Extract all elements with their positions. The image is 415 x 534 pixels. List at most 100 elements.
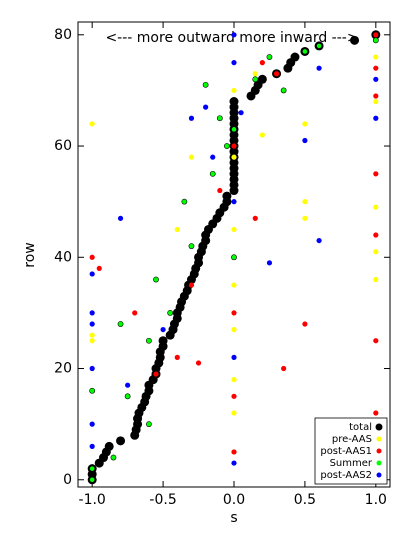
point [89,332,95,338]
point [231,460,237,466]
point [181,198,188,205]
point [231,254,237,261]
point [302,48,308,55]
point [89,321,95,327]
legend-label: post-AAS1 [320,446,372,457]
y-tick-label: 40 [54,249,72,265]
point [373,98,379,105]
point [316,43,322,49]
y-axis-label: row [22,242,38,267]
point [217,187,223,194]
point [117,321,124,327]
point [373,232,379,238]
point [89,465,96,472]
point [89,476,96,483]
point [89,421,95,427]
point [89,254,95,260]
point [302,321,308,327]
point [373,410,379,416]
point [231,143,237,149]
point [252,76,259,83]
point [252,215,258,221]
point [373,54,379,60]
point [203,104,209,110]
point [231,226,237,233]
point [224,143,230,149]
x-axis-label: s [230,510,237,526]
point [195,360,202,366]
point [188,243,195,250]
point [373,32,379,38]
legend-label: Summer [330,458,373,469]
point [188,154,195,160]
point [231,282,237,288]
point [316,237,322,244]
point [167,310,174,316]
point [316,65,322,71]
point [89,121,95,127]
point [124,393,131,400]
point [89,443,95,449]
point [89,338,95,344]
point [231,199,237,205]
point [280,87,287,94]
point [146,337,152,344]
point [89,365,95,372]
point [302,121,308,127]
point [373,249,379,255]
point [188,282,195,288]
point [259,132,265,138]
point [222,191,232,201]
point [302,215,308,221]
point [373,65,379,71]
point [373,76,379,82]
point [125,382,131,388]
legend-marker [376,436,382,442]
x-tick-label: -0.5 [149,492,176,508]
point [231,449,237,455]
legend-marker [376,472,382,478]
point [117,215,124,221]
point [202,81,209,88]
legend-box [314,417,388,485]
point [153,371,159,377]
point [231,326,237,333]
point [188,115,195,121]
x-tick-label: 1.0 [365,492,387,508]
point [210,154,216,160]
y-tick-label: 60 [54,138,72,154]
point [231,377,237,383]
point [116,436,126,446]
point [231,32,237,38]
point [153,276,159,283]
point [89,387,96,394]
x-tick-label: 0.0 [223,492,245,508]
point [266,260,273,266]
point [372,37,379,44]
point [373,115,379,121]
point [216,115,223,122]
point [231,60,237,66]
point [281,365,287,372]
point [110,454,117,461]
legend-label: post-AAS2 [320,470,372,481]
point [302,137,308,144]
point [231,87,237,94]
point [373,171,379,177]
point [231,154,237,160]
legend-marker [375,423,383,431]
point [373,93,379,99]
point [89,271,95,277]
point [96,265,102,272]
legend-marker [376,448,382,454]
point [89,310,95,316]
point [231,410,237,416]
x-tick-label: 0.5 [294,492,316,508]
point [373,276,379,283]
point [238,110,244,116]
point [104,441,114,451]
point [273,71,280,77]
point [257,74,267,84]
